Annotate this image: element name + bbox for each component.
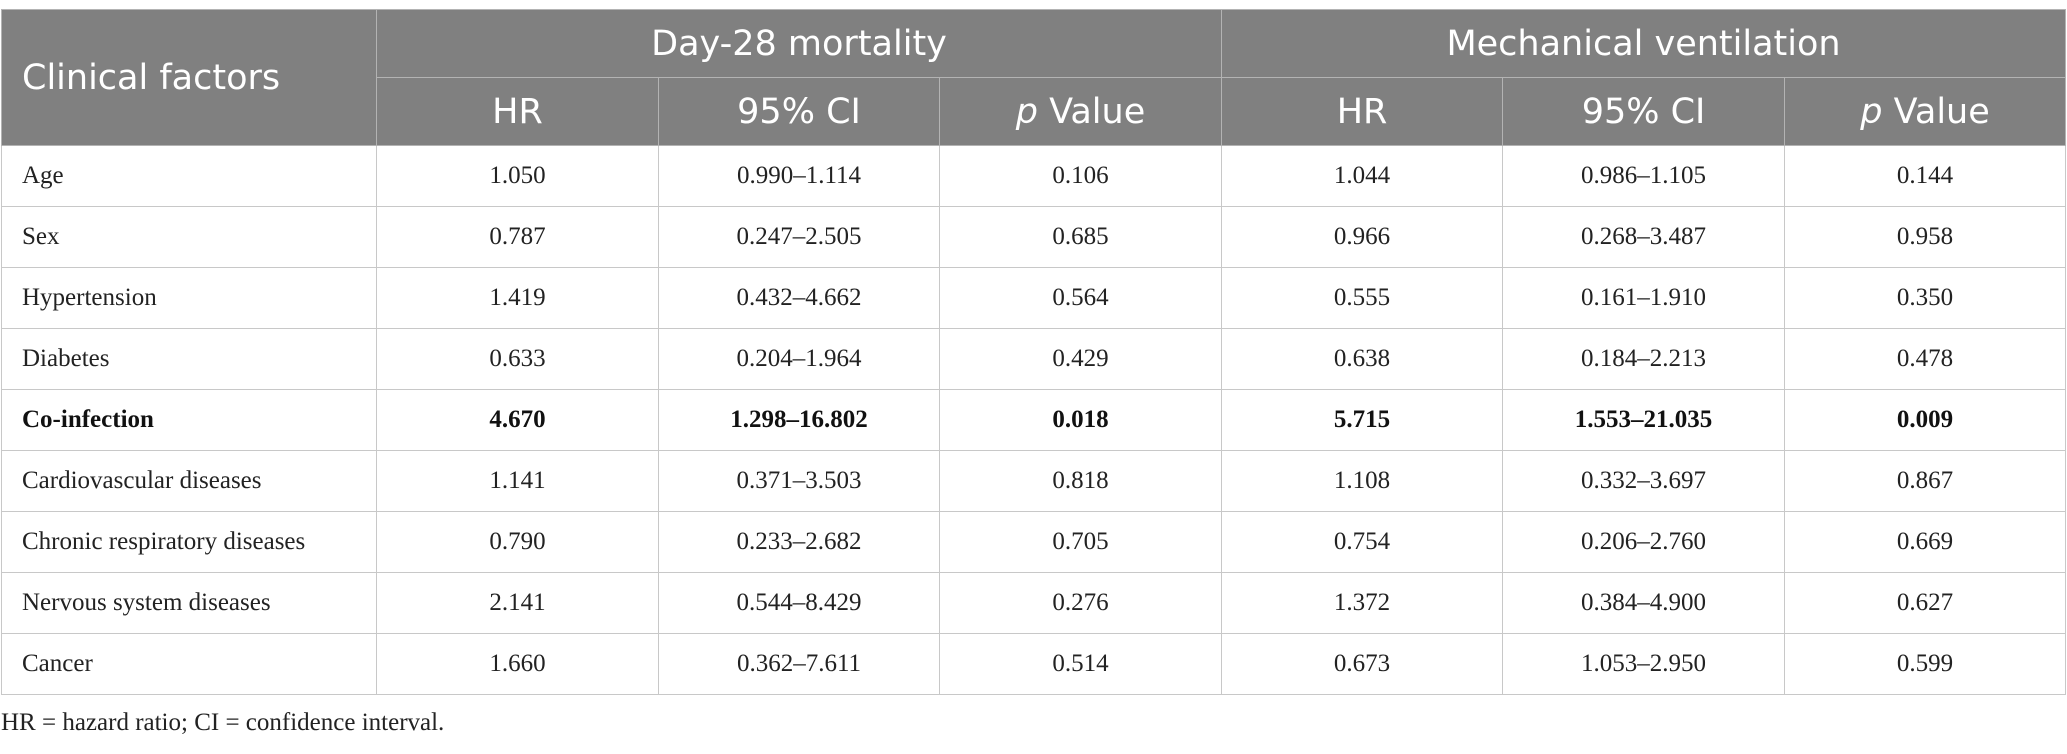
factor-cell: Nervous system diseases bbox=[1, 572, 377, 634]
ventilation-ci-cell: 0.161–1.910 bbox=[1502, 267, 1786, 329]
ventilation-ci-cell: 0.986–1.105 bbox=[1502, 145, 1786, 207]
ventilation-hr-cell: 0.673 bbox=[1221, 633, 1504, 695]
header-day28-mortality: Day-28 mortality bbox=[375, 9, 1223, 78]
table-row-significant: Co-infection 4.670 1.298–16.802 0.018 5.… bbox=[1, 389, 2067, 451]
mortality-hr-cell: 1.419 bbox=[376, 267, 659, 329]
header-ventilation-hr: HR bbox=[1221, 77, 1504, 146]
mortality-p-cell: 0.705 bbox=[938, 511, 1223, 573]
mortality-p-cell: 0.564 bbox=[938, 267, 1223, 329]
table-row: Cancer 1.660 0.362–7.611 0.514 0.673 1.0… bbox=[1, 633, 2067, 695]
table-body: Age 1.050 0.990–1.114 0.106 1.044 0.986–… bbox=[1, 145, 2067, 695]
ventilation-p-cell: 0.867 bbox=[1784, 450, 2067, 512]
header-clinical-factors: Clinical factors bbox=[1, 9, 377, 146]
table-footnote: HR = hazard ratio; CI = confidence inter… bbox=[1, 709, 445, 736]
mortality-hr-cell: 0.787 bbox=[376, 206, 659, 268]
header-mortality-hr: HR bbox=[376, 77, 659, 146]
ventilation-hr-cell: 1.108 bbox=[1221, 450, 1504, 512]
ventilation-p-cell: 0.350 bbox=[1784, 267, 2067, 329]
ventilation-hr-cell: 0.638 bbox=[1221, 328, 1504, 390]
ventilation-hr-cell: 0.754 bbox=[1221, 511, 1504, 573]
mortality-ci-cell: 0.371–3.503 bbox=[658, 450, 940, 512]
header-ventilation-ci: 95% CI bbox=[1502, 77, 1786, 146]
ventilation-ci-cell: 0.332–3.697 bbox=[1502, 450, 1786, 512]
mortality-ci-cell: 0.362–7.611 bbox=[658, 633, 940, 695]
value-label: Value bbox=[1038, 91, 1146, 132]
mortality-hr-cell: 1.660 bbox=[376, 633, 659, 695]
ventilation-hr-cell: 5.715 bbox=[1221, 389, 1504, 451]
ventilation-ci-cell: 0.184–2.213 bbox=[1502, 328, 1786, 390]
ventilation-p-cell: 0.144 bbox=[1784, 145, 2067, 207]
mortality-p-cell: 0.685 bbox=[938, 206, 1223, 268]
mortality-hr-cell: 0.790 bbox=[376, 511, 659, 573]
factor-cell: Hypertension bbox=[1, 267, 377, 329]
mortality-p-cell: 0.018 bbox=[938, 389, 1223, 451]
mortality-p-cell: 0.514 bbox=[938, 633, 1223, 695]
p-italic-label: p bbox=[1860, 91, 1883, 132]
ventilation-p-cell: 0.627 bbox=[1784, 572, 2067, 634]
table-row: Cardiovascular diseases 1.141 0.371–3.50… bbox=[1, 450, 2067, 512]
ventilation-p-cell: 0.599 bbox=[1784, 633, 2067, 695]
table-row: Age 1.050 0.990–1.114 0.106 1.044 0.986–… bbox=[1, 145, 2067, 207]
ventilation-ci-cell: 1.553–21.035 bbox=[1502, 389, 1786, 451]
ventilation-hr-cell: 0.966 bbox=[1221, 206, 1504, 268]
ventilation-ci-cell: 0.206–2.760 bbox=[1502, 511, 1786, 573]
factor-cell: Age bbox=[1, 145, 377, 207]
mortality-ci-cell: 0.544–8.429 bbox=[658, 572, 940, 634]
table-row: Chronic respiratory diseases 0.790 0.233… bbox=[1, 511, 2067, 573]
ventilation-hr-cell: 1.372 bbox=[1221, 572, 1504, 634]
ventilation-ci-cell: 0.384–4.900 bbox=[1502, 572, 1786, 634]
factor-cell: Sex bbox=[1, 206, 377, 268]
mortality-p-cell: 0.106 bbox=[938, 145, 1223, 207]
factor-cell: Cardiovascular diseases bbox=[1, 450, 377, 512]
mortality-ci-cell: 0.247–2.505 bbox=[658, 206, 940, 268]
mortality-ci-cell: 0.432–4.662 bbox=[658, 267, 940, 329]
ventilation-hr-cell: 0.555 bbox=[1221, 267, 1504, 329]
mortality-hr-cell: 4.670 bbox=[376, 389, 659, 451]
factor-cell: Chronic respiratory diseases bbox=[1, 511, 377, 573]
table-row: Sex 0.787 0.247–2.505 0.685 0.966 0.268–… bbox=[1, 206, 2067, 268]
header-mechanical-ventilation: Mechanical ventilation bbox=[1221, 9, 2067, 78]
results-table-container: Clinical factors Day-28 mortality Mechan… bbox=[1, 9, 2067, 695]
table-row: Hypertension 1.419 0.432–4.662 0.564 0.5… bbox=[1, 267, 2067, 329]
ventilation-p-cell: 0.478 bbox=[1784, 328, 2067, 390]
p-italic-label: p bbox=[1015, 91, 1038, 132]
ventilation-p-cell: 0.009 bbox=[1784, 389, 2067, 451]
ventilation-ci-cell: 0.268–3.487 bbox=[1502, 206, 1786, 268]
table-row: Nervous system diseases 2.141 0.544–8.42… bbox=[1, 572, 2067, 634]
header-ventilation-p: p Value bbox=[1784, 77, 2067, 146]
mortality-ci-cell: 0.204–1.964 bbox=[658, 328, 940, 390]
hazard-ratio-table: Clinical factors Day-28 mortality Mechan… bbox=[1, 9, 2067, 695]
ventilation-p-cell: 0.669 bbox=[1784, 511, 2067, 573]
table-header: Clinical factors Day-28 mortality Mechan… bbox=[1, 9, 2067, 146]
mortality-p-cell: 0.818 bbox=[938, 450, 1223, 512]
mortality-ci-cell: 1.298–16.802 bbox=[658, 389, 940, 451]
mortality-ci-cell: 0.990–1.114 bbox=[658, 145, 940, 207]
factor-cell: Cancer bbox=[1, 633, 377, 695]
mortality-hr-cell: 1.141 bbox=[376, 450, 659, 512]
mortality-hr-cell: 0.633 bbox=[376, 328, 659, 390]
factor-cell: Diabetes bbox=[1, 328, 377, 390]
header-mortality-p: p Value bbox=[938, 77, 1223, 146]
header-row-columns: HR 95% CI p Value HR 95% CI p Value bbox=[2, 77, 2067, 146]
ventilation-p-cell: 0.958 bbox=[1784, 206, 2067, 268]
mortality-ci-cell: 0.233–2.682 bbox=[658, 511, 940, 573]
mortality-hr-cell: 2.141 bbox=[376, 572, 659, 634]
ventilation-ci-cell: 1.053–2.950 bbox=[1502, 633, 1786, 695]
ventilation-hr-cell: 1.044 bbox=[1221, 145, 1504, 207]
mortality-p-cell: 0.429 bbox=[938, 328, 1223, 390]
factor-cell: Co-infection bbox=[1, 389, 377, 451]
header-row-groups: Clinical factors Day-28 mortality Mechan… bbox=[1, 9, 2067, 146]
value-label: Value bbox=[1882, 91, 1990, 132]
header-mortality-ci: 95% CI bbox=[658, 77, 940, 146]
table-row: Diabetes 0.633 0.204–1.964 0.429 0.638 0… bbox=[1, 328, 2067, 390]
mortality-hr-cell: 1.050 bbox=[376, 145, 659, 207]
mortality-p-cell: 0.276 bbox=[938, 572, 1223, 634]
